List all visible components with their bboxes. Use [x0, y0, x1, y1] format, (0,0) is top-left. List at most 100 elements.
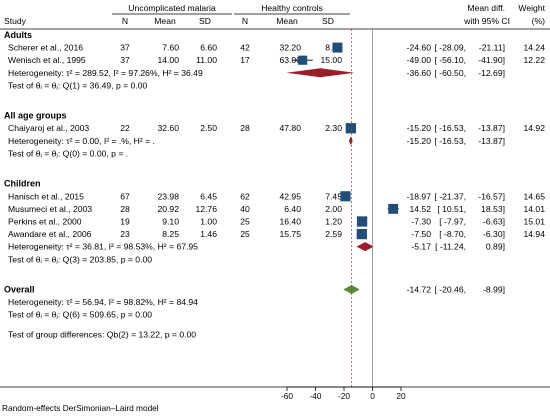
group-heterogeneity-2: Heterogeneity: τ² = 36.81, I² = 98.53%, … — [8, 242, 198, 252]
x-tick-label--60: -60 — [281, 391, 293, 401]
study-row-2-2-mean2: 16.40 — [279, 216, 301, 226]
header-effect: Mean diff. — [467, 3, 505, 13]
rows: Adults Scherer et al., 2016 37 7.60 6.60 42 32… — [4, 29, 545, 387]
study-row-2-1-ci-hi: 18.53] — [481, 204, 505, 214]
study-row-2-1-weight: 14.01 — [523, 204, 545, 214]
header-mean2: Mean — [276, 16, 298, 26]
study-row-2-3-sd1: 1.46 — [200, 229, 217, 239]
header: Uncomplicated malaria Healthy controls M… — [0, 3, 550, 30]
study-row-2-1-marker — [388, 203, 399, 214]
group-heterogeneity-1: Heterogeneity: τ² = 0.00, I² = .%, H² = … — [8, 136, 155, 146]
x-axis: -60 -40 -20 0 20 — [281, 386, 406, 401]
group-summary-ci-2-hi: 0.89] — [486, 242, 505, 252]
study-row-1-0-sd1: 2.50 — [200, 123, 217, 133]
study-row-1-0-marker — [345, 123, 356, 134]
overall-ci-hi: -8.99] — [483, 285, 505, 295]
study-row-1-0-n1: 22 — [120, 123, 130, 133]
group-summary-ci-1-hi: -13.87] — [478, 136, 505, 146]
group-summary-ci-1-lo: [ -16.53, — [434, 136, 466, 146]
header-study: Study — [4, 16, 27, 26]
overall-ci-lo: [ -20.46, — [434, 285, 466, 295]
group-summary-ci-2-lo: [ -11.24, — [435, 242, 466, 252]
study-row-2-0-mean2: 42.95 — [279, 191, 301, 201]
header-n2: N — [242, 16, 248, 26]
study-row-0-0-marker — [332, 42, 343, 53]
header-group1: Uncomplicated malaria — [128, 3, 216, 13]
group-summary-ci-1-es: -15.20 — [407, 136, 432, 146]
overall-title: Overall — [4, 285, 35, 295]
study-row-1-0-label: Chaiyaroj et al., 2003 — [8, 123, 89, 133]
header-mean1: Mean — [154, 16, 176, 26]
study-row-2-2-ci-lo: [ -7.97, — [439, 216, 466, 226]
study-row-0-1-marker — [298, 55, 308, 65]
group-test-2: Test of θᵢ = θⱼ: Q(3) = 203.85, p = 0.00 — [8, 254, 152, 264]
study-row-0-0-n1: 37 — [120, 43, 130, 53]
study-row-2-1-sd1: 12.76 — [195, 204, 217, 214]
study-row-1-0-mean2: 47.80 — [279, 123, 301, 133]
study-row-2-0-sd2: 7.45 — [325, 191, 342, 201]
overall-ci-es: -14.72 — [407, 285, 432, 295]
study-row-2-0-mean1: 23.98 — [157, 191, 179, 201]
group-diamond-1 — [348, 136, 353, 146]
header-sd1: SD — [199, 16, 211, 26]
study-row-1-0-ci-lo: [ -16.53, — [434, 123, 466, 133]
study-row-1-0-weight: 14.92 — [523, 123, 545, 133]
study-row-0-0-weight: 14.24 — [523, 43, 545, 53]
study-row-0-1-ci-lo: [ -56.10, — [434, 55, 466, 65]
study-row-2-0-sd1: 6.45 — [200, 191, 217, 201]
group-summary-ci-2-es: -5.17 — [411, 242, 431, 252]
group-differences-test: Test of group differences: Qb(2) = 13.22… — [8, 329, 196, 339]
study-row-2-0-ci-es: -18.97 — [407, 191, 432, 201]
group-diamond-0 — [286, 68, 355, 78]
study-row-0-1-ci-hi: -41.90] — [478, 55, 505, 65]
study-row-2-0-weight: 14.65 — [523, 191, 545, 201]
study-row-2-2-ci-es: -7.30 — [411, 216, 431, 226]
study-row-0-0-n2: 42 — [240, 43, 250, 53]
study-row-2-0-label: Hanisch et al., 2015 — [8, 191, 84, 201]
footnote: Random-effects DerSimonian–Laird model — [2, 403, 159, 413]
study-row-2-1-ci-es: 14.52 — [409, 204, 431, 214]
study-row-0-1-mean1: 14.00 — [157, 55, 179, 65]
study-row-2-2-marker — [356, 216, 368, 227]
study-row-2-3-weight: 14.94 — [523, 229, 545, 239]
study-row-2-1-n2: 40 — [240, 204, 250, 214]
group-test-1: Test of θᵢ = θⱼ: Q(0) = 0.00, p = . — [8, 148, 128, 158]
study-row-0-1-n2: 17 — [240, 55, 250, 65]
study-row-0-0-ci-lo: [ -28.09, — [434, 43, 466, 53]
study-row-2-2-label: Perkins et al., 2000 — [8, 216, 82, 226]
x-tick-label-0: 0 — [370, 391, 375, 401]
header-n1: N — [122, 16, 128, 26]
group-title-2: Children — [4, 179, 41, 189]
study-row-0-0-ci-es: -24.60 — [407, 43, 432, 53]
study-row-2-0-ci-lo: [ -21.37, — [434, 191, 466, 201]
study-row-2-3-n2: 25 — [240, 229, 250, 239]
study-row-2-1-mean2: 6.40 — [284, 204, 301, 214]
study-row-0-1-mean2: 63.00 — [279, 55, 301, 65]
x-tick-label--20: -20 — [338, 391, 350, 401]
study-row-2-3-ci-lo: [ -8.70, — [439, 229, 466, 239]
group-test-0: Test of θᵢ = θⱼ: Q(1) = 36.49, p = 0.00 — [8, 80, 147, 90]
study-row-2-2-sd2: 1.20 — [325, 216, 342, 226]
study-row-2-3-ci-es: -7.50 — [411, 229, 431, 239]
study-row-2-3-marker — [356, 228, 367, 240]
header-sd2: SD — [322, 16, 334, 26]
study-row-2-3-mean2: 15.75 — [279, 229, 301, 239]
study-row-2-3-sd2: 2.59 — [325, 229, 342, 239]
study-row-0-1-n1: 37 — [120, 55, 130, 65]
header-effect-ci: with 95% CI — [463, 16, 510, 26]
study-row-2-0-n2: 62 — [240, 191, 250, 201]
study-row-2-2-mean1: 9.10 — [162, 216, 179, 226]
study-row-1-0-n2: 28 — [240, 123, 250, 133]
study-row-1-0-ci-hi: -13.87] — [478, 123, 505, 133]
group-summary-ci-0-hi: -12.69] — [478, 68, 505, 78]
study-row-0-0-mean2: 32.20 — [279, 43, 301, 53]
header-weight: Weight — [518, 3, 545, 13]
study-row-0-0-sd1: 6.60 — [200, 43, 217, 53]
study-row-2-0-n1: 67 — [120, 191, 130, 201]
study-row-2-2-n2: 25 — [240, 216, 250, 226]
group-heterogeneity-0: Heterogeneity: τ² = 289.52, I² = 97.26%,… — [8, 68, 203, 78]
study-row-2-1-label: Musumeci et al., 2003 — [8, 204, 92, 214]
study-row-2-1-mean1: 20.92 — [157, 204, 179, 214]
study-row-0-0-mean1: 7.60 — [162, 43, 179, 53]
